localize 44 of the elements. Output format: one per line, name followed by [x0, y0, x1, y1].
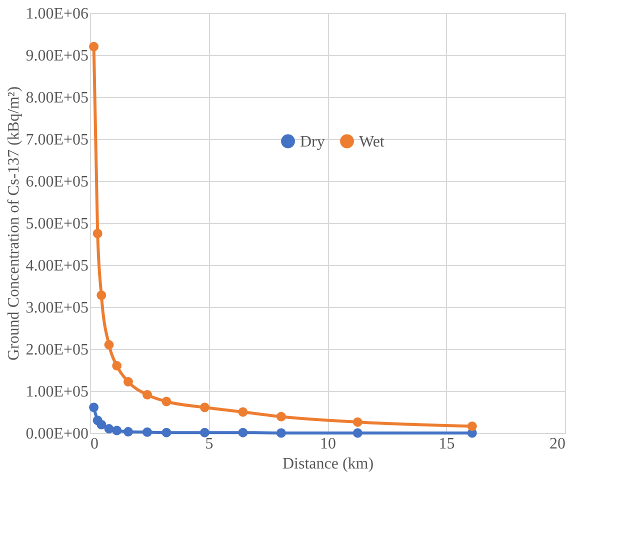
y-tick-label: 9.00E+05 — [26, 48, 88, 64]
y-tick-label: 0.00E+00 — [26, 426, 88, 442]
y-tick-label: 8.00E+05 — [26, 90, 88, 106]
point — [123, 427, 133, 436]
x-tick-label: 15 — [438, 436, 455, 452]
point — [467, 422, 477, 432]
x-tick-label: 10 — [320, 436, 336, 452]
y-tick-label: 3.00E+05 — [26, 300, 88, 316]
y-tick-label: 2.00E+05 — [26, 342, 88, 358]
point — [352, 417, 362, 427]
point — [352, 428, 362, 438]
point — [276, 428, 286, 438]
point — [104, 424, 114, 434]
point — [96, 420, 106, 430]
point — [200, 428, 210, 438]
x-axis-title: Distance (km) — [282, 456, 374, 472]
x-tick-label: 0 — [90, 436, 98, 452]
point — [96, 290, 106, 300]
point — [89, 402, 99, 412]
point — [92, 228, 102, 238]
point — [104, 340, 114, 350]
point — [162, 428, 172, 438]
y-tick-label: 7.00E+05 — [26, 132, 88, 148]
point — [238, 428, 248, 438]
y-tick-label: 1.00E+06 — [26, 6, 88, 22]
x-tick-label: 5 — [205, 436, 214, 452]
y-tick-label: 4.00E+05 — [26, 258, 88, 274]
point — [142, 427, 152, 437]
x-tick-label: 20 — [550, 436, 566, 452]
y-tick-label: 1.00E+05 — [26, 384, 88, 400]
point — [238, 407, 248, 417]
point — [89, 42, 99, 52]
legend-label: Wet — [359, 133, 385, 150]
legend-label: Dry — [300, 133, 325, 150]
y-tick-label: 5.00E+05 — [26, 216, 88, 232]
point — [162, 396, 172, 406]
point — [200, 402, 210, 412]
point — [142, 390, 152, 400]
y-tick-label: 6.00E+05 — [26, 174, 88, 190]
point — [112, 361, 122, 371]
point — [112, 426, 122, 436]
point — [276, 412, 286, 422]
y-axis-title: Ground Concentration of Cs-137 (kBq/m²) — [6, 86, 23, 361]
point — [123, 377, 133, 386]
